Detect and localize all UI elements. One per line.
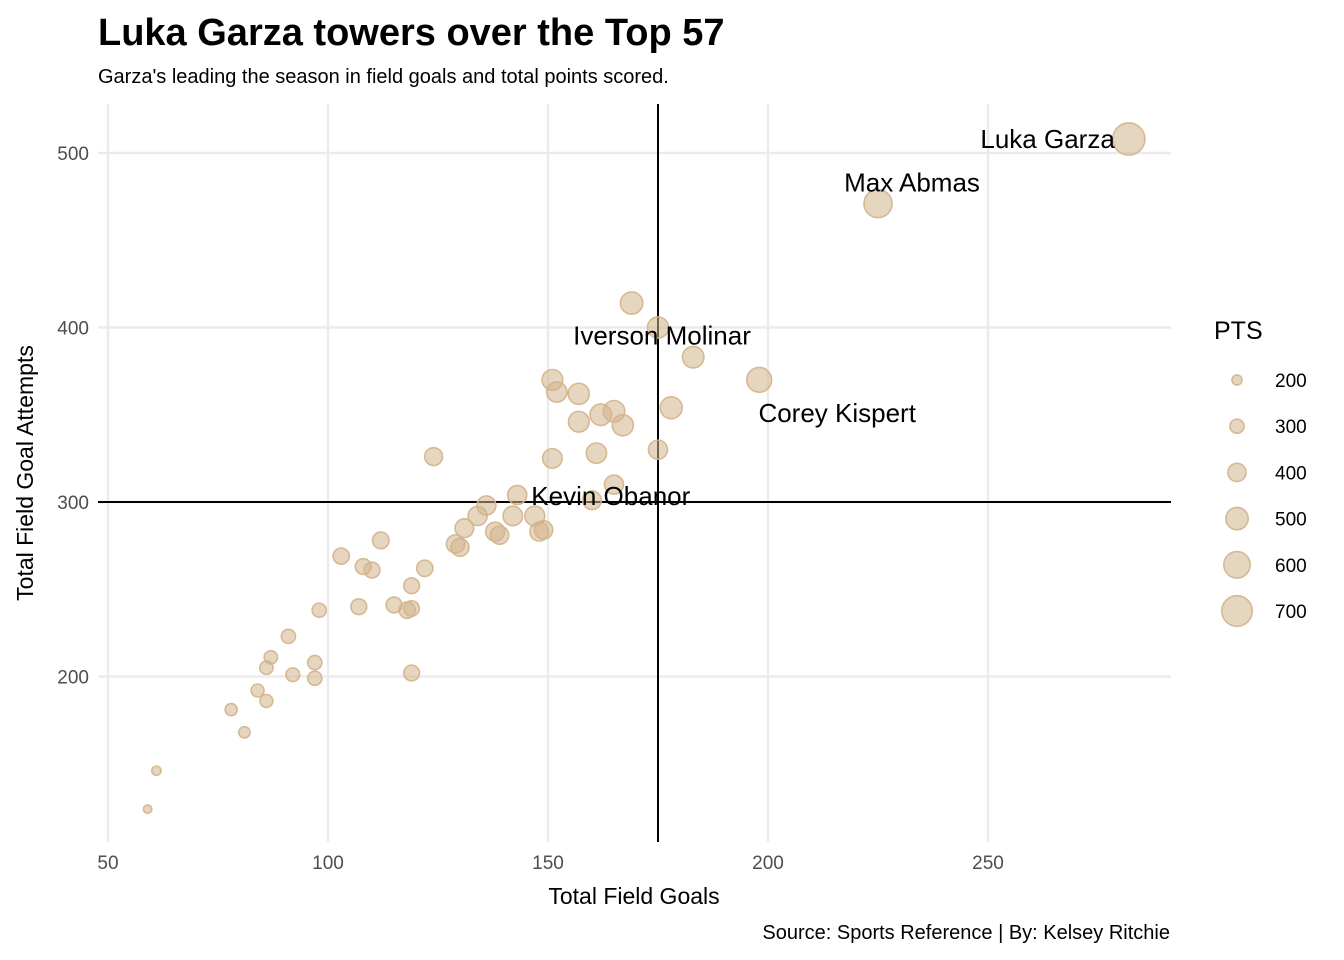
x-tick-label: 250 [972, 853, 1004, 874]
data-point [237, 725, 251, 739]
data-point [467, 505, 488, 527]
point-label: Corey Kispert [758, 398, 916, 428]
data-point [863, 188, 893, 219]
legend-label: 600 [1275, 556, 1307, 577]
x-tick-label: 200 [752, 853, 784, 874]
data-point [450, 537, 470, 558]
data-point [403, 599, 421, 617]
data-points [142, 122, 1146, 815]
data-point [489, 525, 510, 546]
x-axis-ticks: 50 100 150 200 250 [97, 853, 1003, 874]
data-point [285, 667, 301, 683]
legend-label: 300 [1275, 417, 1307, 438]
data-point [1111, 122, 1146, 156]
data-point [647, 439, 669, 460]
data-point [541, 447, 563, 469]
legend-key [1229, 418, 1245, 435]
legend-key [1225, 506, 1249, 531]
data-point [280, 628, 297, 645]
data-point [611, 413, 635, 437]
data-point [371, 531, 390, 550]
y-tick-label: 200 [57, 668, 89, 689]
legend-key [1231, 374, 1243, 386]
data-point [619, 291, 644, 316]
point-label: Kevin Obanor [531, 481, 690, 511]
data-point [259, 693, 274, 709]
data-point [745, 366, 773, 394]
x-tick-label: 100 [312, 853, 344, 874]
y-tick-label: 500 [57, 144, 89, 165]
data-point [402, 577, 421, 595]
point-label: Luka Garza [980, 124, 1115, 154]
chart-caption: Source: Sports Reference | By: Kelsey Ri… [762, 922, 1170, 944]
size-legend: PTS 200 300 400 500 600 700 [1214, 317, 1307, 628]
point-label: Iverson Molinar [573, 321, 751, 351]
legend-label: 400 [1275, 463, 1307, 484]
y-tick-label: 400 [57, 319, 89, 340]
data-point [545, 381, 568, 404]
legend-title: PTS [1214, 317, 1263, 345]
data-point [402, 664, 421, 682]
data-point [224, 702, 239, 717]
data-point [250, 683, 265, 698]
data-point [142, 804, 153, 815]
legend-key [1227, 462, 1247, 483]
reference-lines [98, 104, 1171, 842]
data-point [258, 660, 274, 676]
data-point [502, 505, 524, 527]
data-point [423, 446, 444, 467]
data-point [506, 484, 528, 506]
data-point [306, 654, 323, 671]
x-tick-label: 50 [97, 853, 118, 874]
grid-lines [98, 104, 1171, 842]
data-point [603, 474, 625, 495]
data-point [585, 442, 608, 465]
data-point [385, 596, 403, 614]
legend-key [1222, 550, 1252, 579]
y-axis-ticks: 200 300 400 500 [57, 144, 89, 689]
x-tick-label: 150 [532, 853, 564, 874]
data-point [533, 519, 554, 540]
data-point [681, 345, 705, 369]
data-point [415, 559, 434, 578]
legend-label: 200 [1275, 371, 1307, 392]
data-point [311, 602, 328, 619]
data-point [567, 410, 590, 433]
data-point [581, 490, 603, 511]
point-label: Max Abmas [844, 168, 980, 198]
y-tick-label: 300 [57, 493, 89, 514]
data-point [363, 561, 381, 579]
data-point [567, 382, 591, 406]
data-point [454, 518, 475, 539]
data-point [646, 316, 670, 339]
legend-label: 700 [1275, 602, 1307, 623]
chart-title: Luka Garza towers over the Top 57 [98, 12, 725, 54]
x-axis-title: Total Field Goals [548, 883, 719, 909]
y-axis-title: Total Field Goal Attempts [12, 345, 38, 601]
legend-label: 500 [1275, 510, 1307, 531]
data-point [150, 765, 162, 777]
data-point [306, 670, 323, 687]
legend-key [1220, 594, 1254, 628]
data-point [350, 598, 368, 616]
chart-subtitle: Garza's leading the season in field goal… [98, 66, 669, 88]
data-point [659, 395, 683, 420]
data-point [332, 547, 351, 565]
